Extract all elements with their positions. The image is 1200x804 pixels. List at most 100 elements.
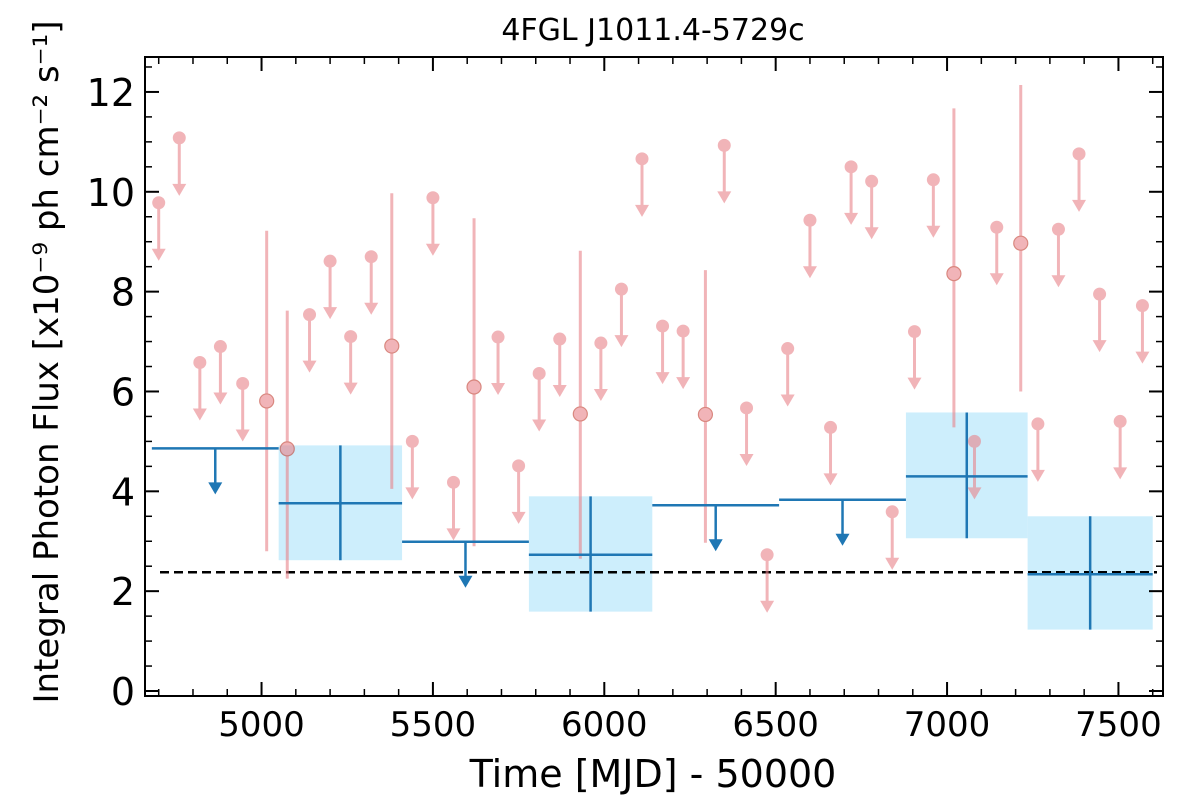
upper-limit-arrowhead <box>1030 469 1045 482</box>
upper-limit-point <box>1113 414 1128 480</box>
upper-limit-arrowhead <box>844 212 859 225</box>
upper-limit-marker <box>213 340 227 354</box>
upper-limit-arrowhead <box>425 243 440 256</box>
upper-limit-arrowhead <box>511 511 526 524</box>
detection-marker <box>279 441 295 457</box>
x-tick-label: 6500 <box>732 705 819 745</box>
upper-limit-arrowhead <box>172 183 187 196</box>
upper-limit-arrowhead <box>405 487 420 500</box>
upper-limit-arrowhead <box>655 372 670 385</box>
upper-limit-arrowhead <box>491 383 506 396</box>
y-tick-label: 6 <box>111 370 135 414</box>
upper-limit-point <box>739 401 754 466</box>
upper-limit-arrowhead <box>1113 467 1128 480</box>
upper-limit-arrowhead <box>676 377 691 390</box>
upper-limit-marker <box>303 308 317 322</box>
x-axis-label: Time [MJD] - 50000 <box>469 752 837 796</box>
detection-point <box>697 270 714 543</box>
x-tick-label: 7500 <box>1075 705 1162 745</box>
detection-marker <box>572 406 588 422</box>
y-tick-label: 10 <box>87 171 135 215</box>
short-bin-points <box>151 84 1150 613</box>
y-axis-label: Integral Photon Flux [x10⁻⁹ ph cm⁻² s⁻¹] <box>27 20 67 703</box>
upper-limit-point <box>802 213 817 279</box>
upper-limit-arrowhead <box>823 473 838 486</box>
upper-limit-arrowhead <box>323 307 338 320</box>
long-bin-detection <box>528 496 653 612</box>
upper-limit-point <box>1092 287 1107 353</box>
upper-limit-point <box>532 367 547 432</box>
upper-limit-arrowhead <box>780 394 795 407</box>
upper-limit-arrowhead <box>717 191 732 204</box>
upper-limit-arrowhead <box>151 248 166 261</box>
x-tick-label: 5000 <box>218 705 305 745</box>
upper-limit-point <box>614 282 629 348</box>
upper-limit-point <box>405 434 420 500</box>
upper-limit-point <box>491 330 506 396</box>
upper-limit-marker <box>512 459 526 473</box>
upper-limit-arrowhead <box>1135 351 1150 364</box>
upper-limit-arrowhead <box>235 429 250 442</box>
x-tick-label: 6000 <box>561 705 648 745</box>
axes <box>144 56 1164 697</box>
upper-limit-marker <box>152 196 166 210</box>
detection-point <box>279 310 295 579</box>
upper-limit-point <box>172 131 187 196</box>
long-bin-upper-limit <box>652 504 780 552</box>
upper-limit-marker <box>426 191 440 205</box>
upper-limit-arrowhead <box>343 382 358 395</box>
tick-labels: 5000 5500 6000 6500 7000 7500 0 2 4 6 8 10 12 <box>87 71 1162 745</box>
upper-limit-marker <box>967 434 981 448</box>
long-bin-ul-arrowhead <box>835 533 850 546</box>
upper-limit-marker <box>824 420 838 434</box>
upper-limit-point <box>593 336 608 402</box>
long-bin-detection <box>905 412 1028 539</box>
upper-limit-point <box>323 254 338 320</box>
detection-marker <box>466 379 482 395</box>
upper-limit-arrowhead <box>635 204 650 217</box>
upper-limit-point <box>907 325 922 390</box>
upper-limit-arrowhead <box>1092 340 1107 353</box>
upper-limit-arrowhead <box>739 453 754 466</box>
upper-limit-arrowhead <box>614 335 629 348</box>
upper-limit-arrowhead <box>967 487 982 500</box>
upper-limit-marker <box>1135 299 1149 313</box>
upper-limit-marker <box>1072 147 1086 161</box>
upper-limit-marker <box>344 330 358 344</box>
upper-limit-point <box>780 342 795 407</box>
detection-point <box>466 218 482 547</box>
upper-limit-marker <box>1051 222 1065 236</box>
upper-limit-arrowhead <box>802 266 817 279</box>
upper-limit-point <box>446 475 461 541</box>
upper-limit-arrowhead <box>907 377 922 390</box>
upper-limit-arrowhead <box>364 302 379 315</box>
upper-limit-arrowhead <box>885 557 900 570</box>
chart-title: 4FGL J1011.4-5729c <box>501 13 804 48</box>
upper-limit-point <box>364 250 379 315</box>
long-bin-ul-arrowhead <box>208 482 223 495</box>
detection-point <box>1013 84 1029 392</box>
upper-limit-marker <box>885 505 899 519</box>
y-tick-label: 4 <box>111 470 135 514</box>
upper-limit-point <box>1135 299 1150 364</box>
y-tick-label: 12 <box>87 71 135 115</box>
upper-limit-point <box>1030 417 1045 482</box>
upper-limit-marker <box>635 152 649 166</box>
upper-limit-point <box>302 308 317 373</box>
long-bin-upper-limit <box>402 540 529 588</box>
upper-limit-arrowhead <box>532 419 547 432</box>
upper-limit-marker <box>553 332 567 346</box>
upper-limit-point <box>676 324 691 390</box>
upper-limit-marker <box>594 336 608 350</box>
upper-limit-point <box>864 174 879 240</box>
upper-limit-marker <box>323 254 337 268</box>
upper-limit-marker <box>803 213 817 227</box>
upper-limit-marker <box>740 401 754 415</box>
upper-limit-point <box>926 173 941 238</box>
upper-limit-arrowhead <box>302 360 317 373</box>
upper-limit-marker <box>236 376 250 390</box>
upper-limit-point <box>844 160 859 225</box>
detection-marker <box>384 338 400 354</box>
long-bin-detection <box>278 445 403 561</box>
upper-limit-point <box>885 505 900 570</box>
